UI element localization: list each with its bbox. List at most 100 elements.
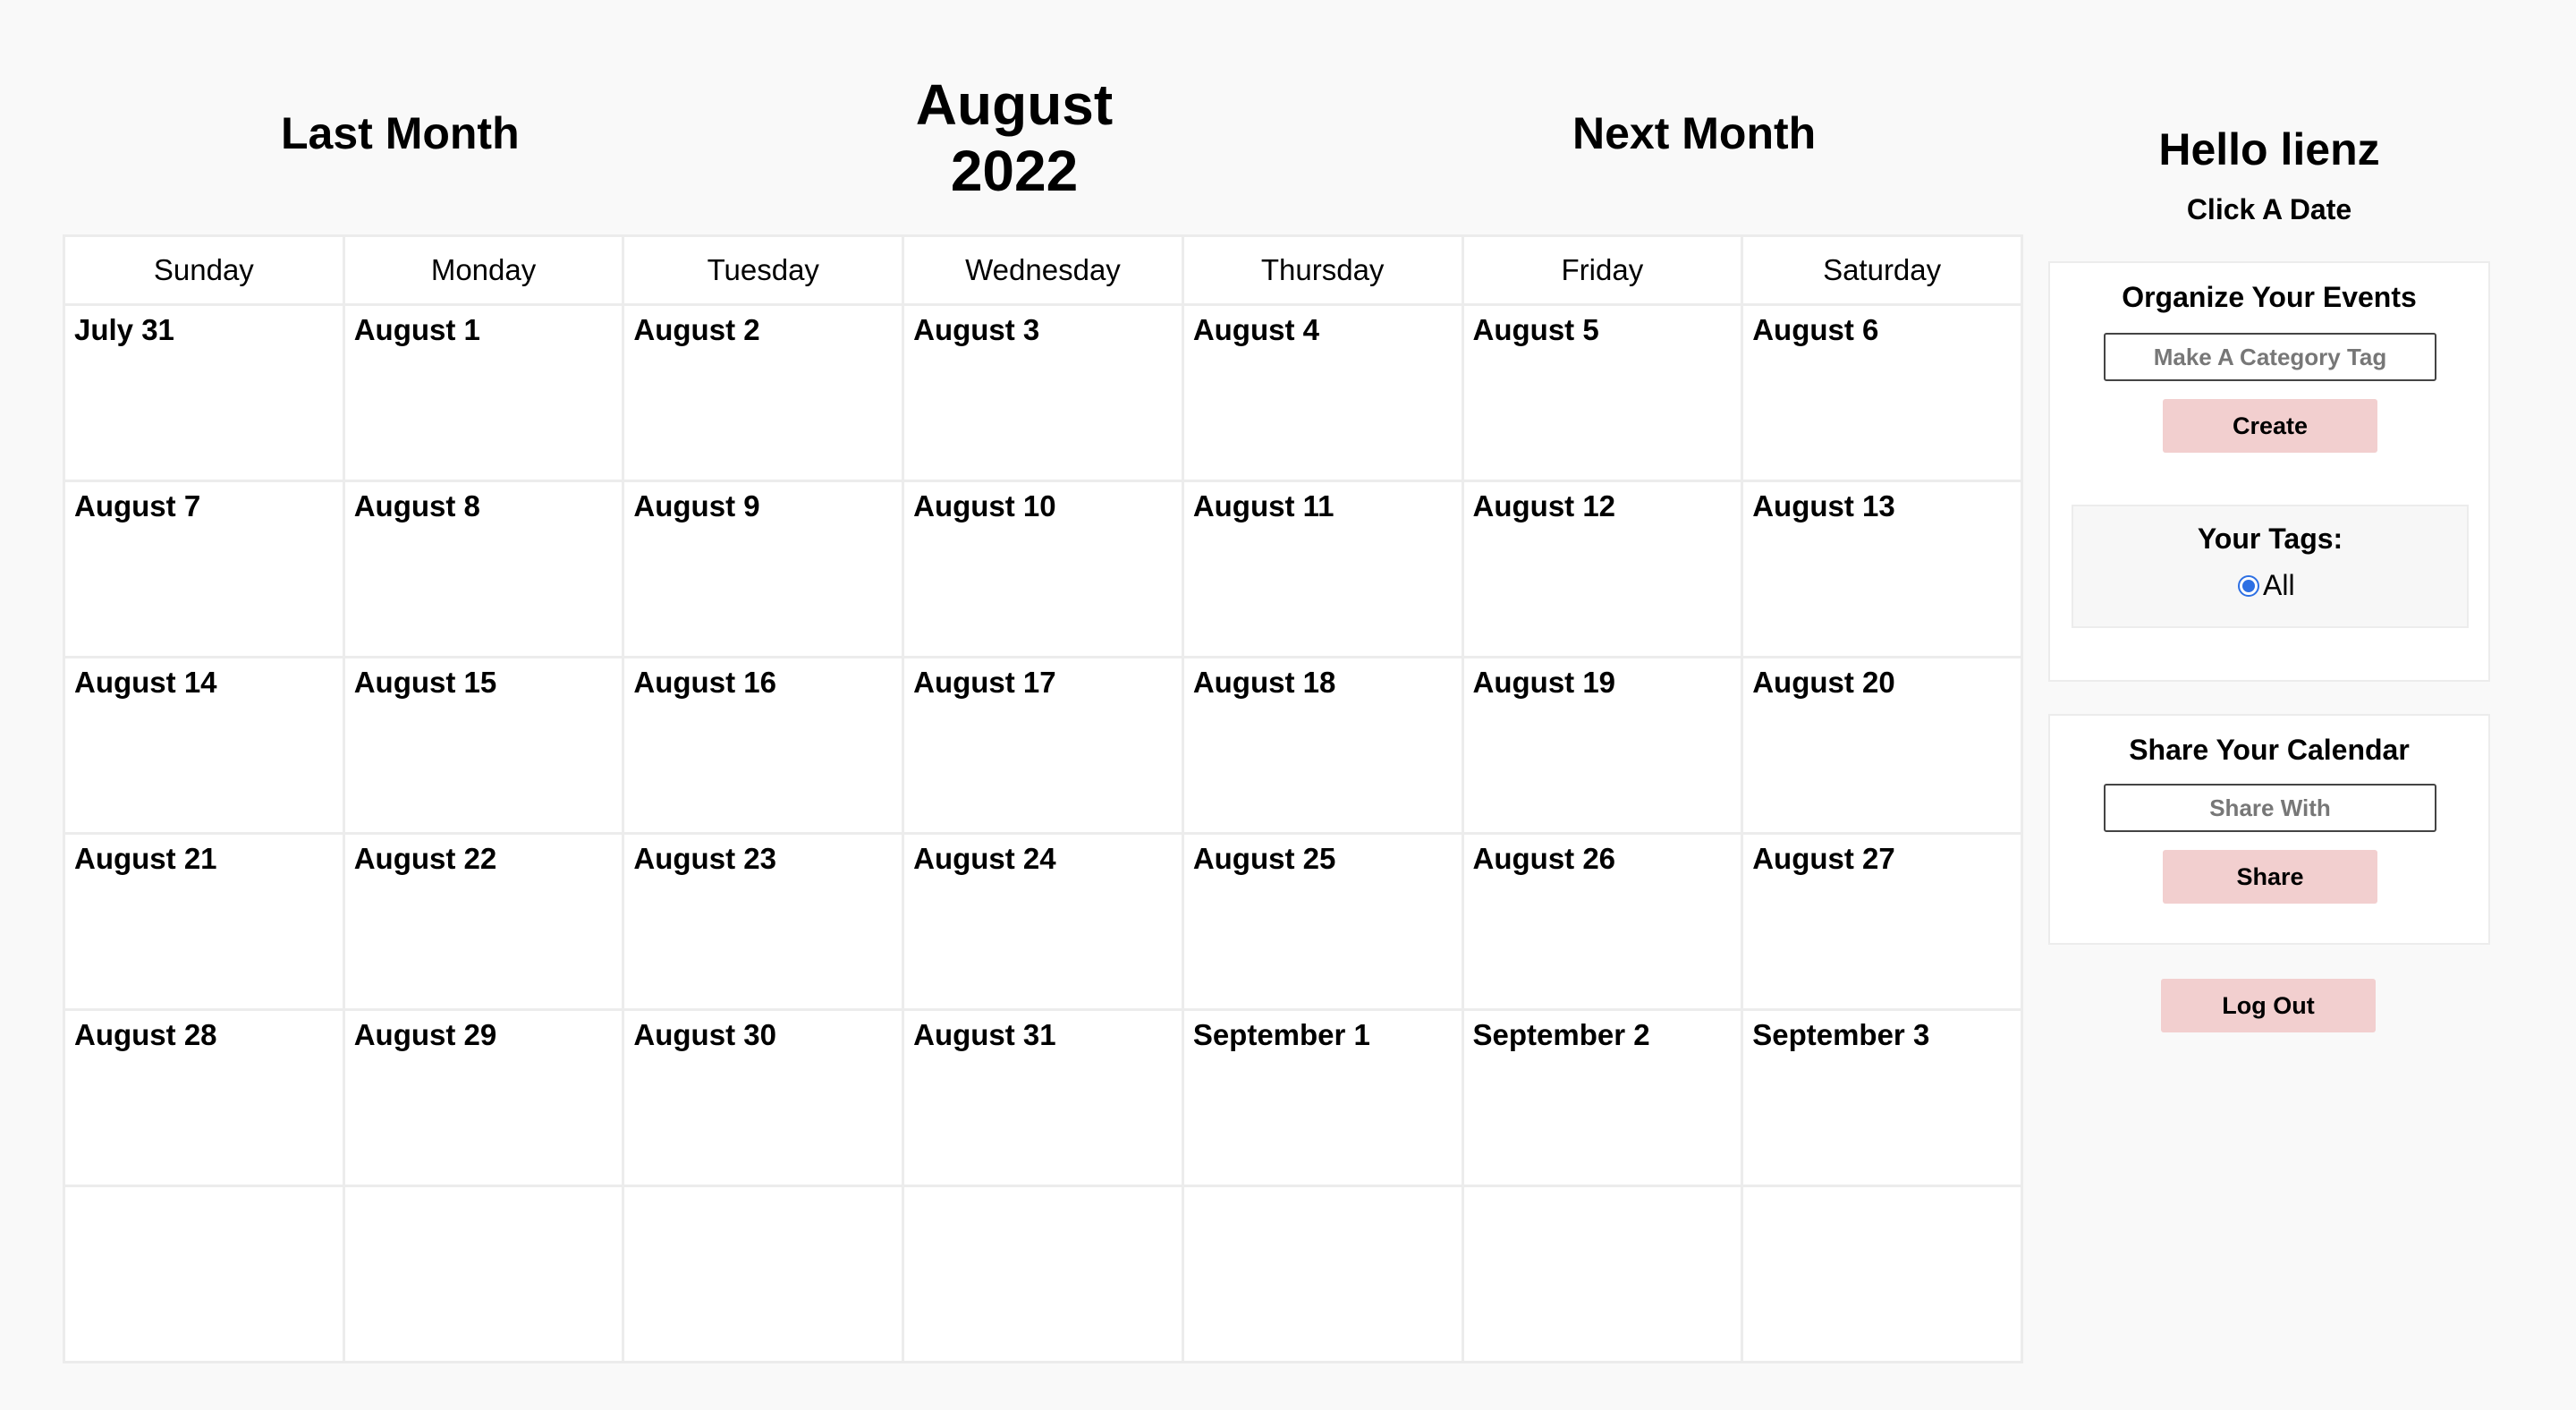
calendar-day-cell[interactable]: August 12	[1461, 480, 1744, 658]
calendar-day-cell[interactable]	[902, 1185, 1184, 1363]
day-label[interactable]: September 2	[1472, 1018, 1650, 1051]
calendar-day-cell[interactable]: August 2	[622, 303, 905, 482]
day-label[interactable]: August 20	[1752, 666, 1895, 699]
day-label[interactable]	[624, 1187, 902, 1194]
calendar-day-cell[interactable]	[1181, 1185, 1464, 1363]
calendar-day-cell[interactable]: August 23	[622, 832, 905, 1011]
organize-events-title: Organize Your Events	[2122, 281, 2417, 313]
day-label[interactable]	[345, 1187, 623, 1194]
day-label[interactable]: August 18	[1192, 666, 1336, 699]
day-label[interactable]: August 12	[1472, 489, 1616, 522]
create-tag-button[interactable]: Create	[2163, 399, 2377, 453]
calendar-day-cell[interactable]: September 3	[1741, 1008, 2023, 1187]
day-label[interactable]: August 25	[1192, 842, 1336, 875]
calendar-day-cell[interactable]: August 16	[622, 656, 905, 835]
category-tag-input[interactable]	[2104, 333, 2436, 381]
calendar-day-cell[interactable]: August 30	[622, 1008, 905, 1187]
day-label[interactable]	[65, 1187, 343, 1194]
calendar-day-cell[interactable]: August 14	[63, 656, 345, 835]
day-label[interactable]: August 13	[1752, 489, 1895, 522]
calendar-day-cell[interactable]: August 6	[1741, 303, 2023, 482]
day-label[interactable]: August 10	[913, 489, 1056, 522]
day-label[interactable]: August 19	[1472, 666, 1616, 699]
day-label[interactable]: August 11	[1192, 489, 1335, 522]
day-label[interactable]: August 26	[1472, 842, 1616, 875]
calendar-day-cell[interactable]: August 1	[342, 303, 625, 482]
calendar-day-cell[interactable]: August 19	[1461, 656, 1744, 835]
calendar-day-cell[interactable]: August 20	[1741, 656, 2023, 835]
day-label[interactable]: August 2	[633, 313, 760, 346]
calendar-week-row: August 21 August 22 August 23 August 24 Augu…	[63, 832, 2023, 1011]
day-label[interactable]: August 31	[913, 1018, 1056, 1051]
calendar-day-cell[interactable]	[1461, 1185, 1744, 1363]
calendar-day-cell[interactable]: August 24	[902, 832, 1184, 1011]
day-label[interactable]: August 17	[913, 666, 1056, 699]
day-label[interactable]: August 5	[1472, 313, 1599, 346]
calendar-day-cell[interactable]: August 7	[63, 480, 345, 658]
day-label[interactable]: August 22	[353, 842, 497, 875]
calendar-day-cell[interactable]: August 15	[342, 656, 625, 835]
calendar-day-cell[interactable]: August 8	[342, 480, 625, 658]
calendar-day-cell[interactable]: August 10	[902, 480, 1184, 658]
day-label[interactable]: August 23	[633, 842, 776, 875]
day-label[interactable]: August 7	[74, 489, 201, 522]
day-label[interactable]: August 15	[353, 666, 497, 699]
day-label[interactable]: September 1	[1192, 1018, 1370, 1051]
day-label[interactable]: August 27	[1752, 842, 1895, 875]
calendar-day-cell[interactable]	[622, 1185, 905, 1363]
day-label[interactable]	[1743, 1187, 2021, 1194]
last-month-link[interactable]: Last Month	[281, 108, 520, 158]
month-title: August 2022	[915, 72, 1114, 203]
calendar-day-cell[interactable]: August 31	[902, 1008, 1184, 1187]
calendar-day-cell[interactable]: August 5	[1461, 303, 1744, 482]
day-label[interactable]: September 3	[1752, 1018, 1930, 1051]
calendar-day-cell[interactable]: August 28	[63, 1008, 345, 1187]
day-label[interactable]: August 3	[913, 313, 1040, 346]
calendar-day-cell[interactable]: August 29	[342, 1008, 625, 1187]
log-out-button[interactable]: Log Out	[2161, 979, 2376, 1032]
calendar-day-cell[interactable]: August 4	[1181, 303, 1464, 482]
calendar-day-cell[interactable]: August 21	[63, 832, 345, 1011]
calendar-header: Last Month August 2022 Next Month	[63, 54, 2023, 233]
day-label[interactable]: August 24	[913, 842, 1056, 875]
day-label[interactable]: August 29	[353, 1018, 497, 1051]
day-label[interactable]: August 28	[74, 1018, 217, 1051]
calendar-day-cell[interactable]: August 18	[1181, 656, 1464, 835]
calendar-day-cell[interactable]: August 11	[1181, 480, 1464, 658]
calendar-day-cell[interactable]: August 13	[1741, 480, 2023, 658]
next-month-link[interactable]: Next Month	[1572, 108, 1817, 158]
greeting: Hello lienz	[2158, 124, 2380, 174]
calendar-day-cell[interactable]: September 2	[1461, 1008, 1744, 1187]
share-with-input[interactable]	[2104, 784, 2436, 832]
calendar-day-cell[interactable]: September 1	[1181, 1008, 1464, 1187]
calendar-day-cell[interactable]: August 3	[902, 303, 1184, 482]
day-label[interactable]: August 30	[633, 1018, 776, 1051]
day-label[interactable]: August 14	[74, 666, 217, 699]
calendar-day-cell[interactable]	[63, 1185, 345, 1363]
day-label[interactable]: August 6	[1752, 313, 1879, 346]
day-label[interactable]	[1184, 1187, 1462, 1194]
day-label[interactable]	[904, 1187, 1182, 1194]
day-label[interactable]: August 21	[74, 842, 217, 875]
day-label[interactable]: August 9	[633, 489, 760, 522]
calendar-day-cell[interactable]: August 26	[1461, 832, 1744, 1011]
tag-option-all[interactable]: All	[2238, 569, 2295, 602]
day-label[interactable]: July 31	[74, 313, 174, 346]
calendar-day-cell[interactable]: August 27	[1741, 832, 2023, 1011]
weekday-header: Sunday	[63, 234, 345, 306]
calendar-day-cell[interactable]	[342, 1185, 625, 1363]
radio-selected-icon[interactable]	[2238, 574, 2259, 597]
day-label[interactable]: August 16	[633, 666, 776, 699]
calendar-day-cell[interactable]: August 9	[622, 480, 905, 658]
day-label[interactable]: August 8	[353, 489, 480, 522]
share-button[interactable]: Share	[2163, 850, 2377, 904]
calendar-day-cell[interactable]: August 17	[902, 656, 1184, 835]
day-label[interactable]	[1464, 1187, 1741, 1194]
weekday-header: Wednesday	[902, 234, 1184, 306]
calendar-day-cell[interactable]	[1741, 1185, 2023, 1363]
calendar-day-cell[interactable]: July 31	[63, 303, 345, 482]
calendar-day-cell[interactable]: August 22	[342, 832, 625, 1011]
day-label[interactable]: August 4	[1192, 313, 1319, 346]
calendar-day-cell[interactable]: August 25	[1181, 832, 1464, 1011]
day-label[interactable]: August 1	[353, 313, 480, 346]
